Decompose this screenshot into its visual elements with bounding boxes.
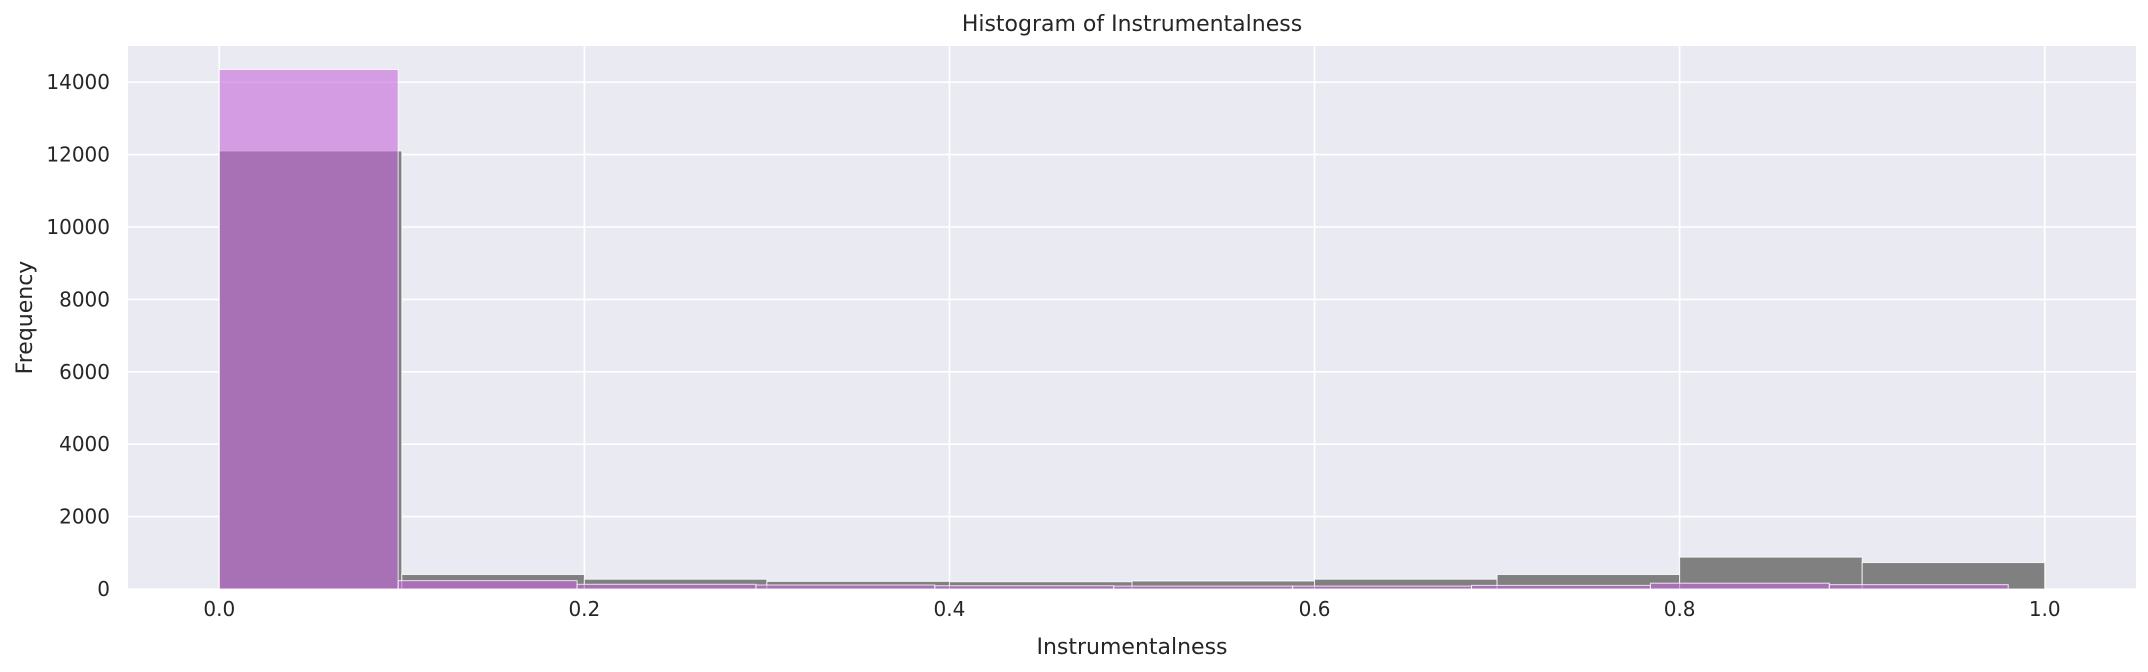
histogram-bar-series-1-bin-5 bbox=[1113, 585, 1294, 590]
y-tick-label: 4000 bbox=[59, 432, 110, 456]
y-tick-label: 0 bbox=[97, 577, 110, 601]
x-tick-label: 0.4 bbox=[934, 597, 966, 621]
x-tick-label: 0.6 bbox=[1299, 597, 1331, 621]
x-tick-label: 1.0 bbox=[2029, 597, 2061, 621]
histogram-bar-series-1-bin-2 bbox=[576, 583, 757, 590]
histogram-bar-series-1-bin-8 bbox=[1649, 582, 1830, 590]
y-tick-label: 6000 bbox=[59, 360, 110, 384]
grid-lines bbox=[128, 46, 2136, 590]
y-tick-label: 10000 bbox=[46, 215, 110, 239]
plot-background bbox=[128, 46, 2136, 589]
x-tick-label: 0.2 bbox=[568, 597, 600, 621]
y-axis-ticks: 0 2000 4000 6000 8000 10000 12000 14000 bbox=[46, 70, 110, 601]
y-tick-label: 12000 bbox=[46, 143, 110, 167]
x-tick-label: 0.8 bbox=[1664, 597, 1696, 621]
chart-title: Histogram of Instrumentalness bbox=[962, 12, 1302, 37]
histogram-bar-series-1-bin-4 bbox=[934, 585, 1115, 590]
histogram-bar-series-1-bin-7 bbox=[1471, 584, 1651, 590]
x-axis-label: Instrumentalness bbox=[1036, 635, 1227, 660]
histogram-bar-series-1-bin-0 bbox=[218, 69, 399, 590]
histogram-bar-series-1-bin-6 bbox=[1292, 585, 1473, 590]
x-tick-label: 0.0 bbox=[203, 597, 235, 621]
histogram-bar-series-1-bin-3 bbox=[755, 584, 936, 590]
y-axis-label: Frequency bbox=[13, 261, 38, 375]
y-tick-label: 2000 bbox=[59, 505, 110, 529]
histogram-bar-series-1-bin-9 bbox=[1828, 584, 2009, 590]
histogram-bar-series-1-bin-1 bbox=[397, 580, 578, 590]
y-tick-label: 14000 bbox=[46, 70, 110, 94]
y-tick-label: 8000 bbox=[59, 287, 110, 311]
x-axis-ticks: 0.0 0.2 0.4 0.6 0.8 1.0 bbox=[203, 597, 2060, 621]
histogram-bars bbox=[218, 69, 2046, 590]
